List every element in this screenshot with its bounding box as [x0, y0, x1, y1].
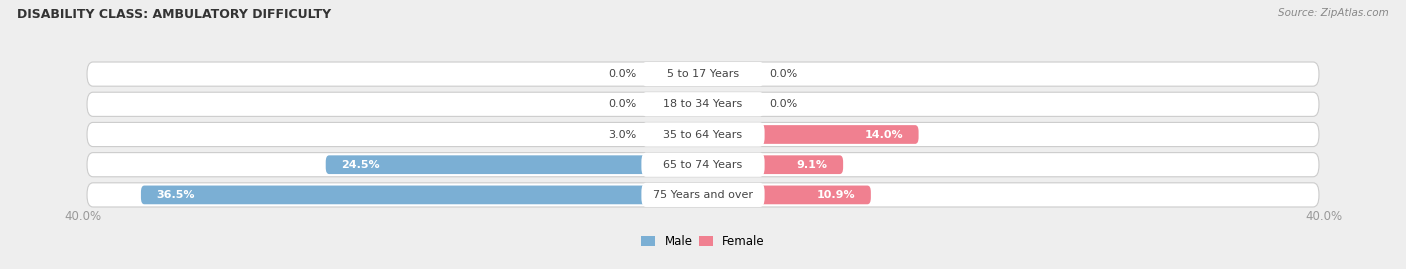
Text: 36.5%: 36.5%	[156, 190, 195, 200]
FancyBboxPatch shape	[703, 125, 918, 144]
FancyBboxPatch shape	[87, 122, 1319, 147]
Text: 0.0%: 0.0%	[609, 99, 637, 109]
Text: 24.5%: 24.5%	[342, 160, 380, 170]
FancyBboxPatch shape	[326, 155, 703, 174]
FancyBboxPatch shape	[641, 183, 765, 207]
Text: 9.1%: 9.1%	[797, 160, 828, 170]
FancyBboxPatch shape	[703, 155, 844, 174]
Text: 3.0%: 3.0%	[609, 129, 637, 140]
FancyBboxPatch shape	[87, 183, 1319, 207]
Text: 35 to 64 Years: 35 to 64 Years	[664, 129, 742, 140]
FancyBboxPatch shape	[641, 92, 765, 116]
Text: 18 to 34 Years: 18 to 34 Years	[664, 99, 742, 109]
Text: 0.0%: 0.0%	[609, 69, 637, 79]
FancyBboxPatch shape	[141, 186, 703, 204]
FancyBboxPatch shape	[641, 62, 765, 86]
FancyBboxPatch shape	[641, 122, 765, 147]
FancyBboxPatch shape	[650, 95, 703, 114]
FancyBboxPatch shape	[703, 95, 756, 114]
Text: 5 to 17 Years: 5 to 17 Years	[666, 69, 740, 79]
Text: 0.0%: 0.0%	[769, 99, 797, 109]
FancyBboxPatch shape	[703, 186, 870, 204]
FancyBboxPatch shape	[87, 92, 1319, 116]
Text: 14.0%: 14.0%	[865, 129, 903, 140]
FancyBboxPatch shape	[641, 153, 765, 177]
FancyBboxPatch shape	[87, 153, 1319, 177]
Text: 75 Years and over: 75 Years and over	[652, 190, 754, 200]
Text: 65 to 74 Years: 65 to 74 Years	[664, 160, 742, 170]
FancyBboxPatch shape	[657, 125, 703, 144]
Legend: Male, Female: Male, Female	[637, 230, 769, 253]
Text: DISABILITY CLASS: AMBULATORY DIFFICULTY: DISABILITY CLASS: AMBULATORY DIFFICULTY	[17, 8, 330, 21]
Text: 40.0%: 40.0%	[1305, 210, 1343, 223]
FancyBboxPatch shape	[87, 62, 1319, 86]
FancyBboxPatch shape	[703, 65, 756, 83]
Text: 40.0%: 40.0%	[63, 210, 101, 223]
Text: Source: ZipAtlas.com: Source: ZipAtlas.com	[1278, 8, 1389, 18]
FancyBboxPatch shape	[650, 65, 703, 83]
Text: 0.0%: 0.0%	[769, 69, 797, 79]
Text: 10.9%: 10.9%	[817, 190, 855, 200]
